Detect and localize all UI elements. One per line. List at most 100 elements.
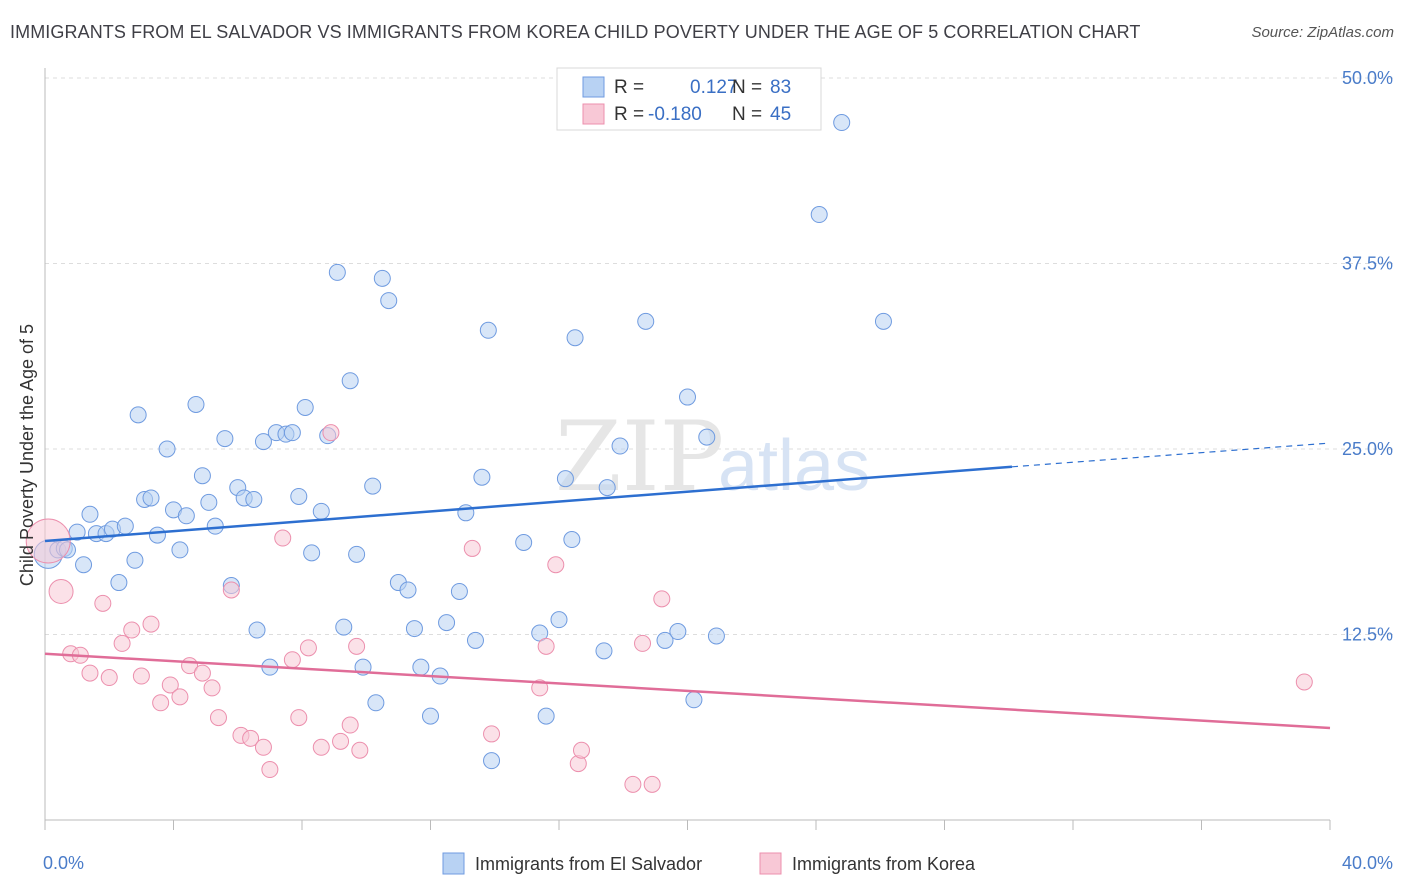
data-point xyxy=(274,529,292,547)
axes xyxy=(44,68,1331,830)
legend-r-value-blue: 0.127 xyxy=(690,77,738,98)
data-point xyxy=(322,424,340,442)
data-point xyxy=(422,707,439,725)
bottom-legend-label-pink: Immigrants from Korea xyxy=(792,854,976,874)
data-point xyxy=(341,716,359,734)
data-point xyxy=(193,664,211,682)
data-point xyxy=(341,372,359,390)
data-point xyxy=(643,775,661,793)
data-point xyxy=(132,667,150,685)
data-point xyxy=(248,621,266,639)
data-point xyxy=(1295,673,1313,691)
data-point xyxy=(537,707,555,725)
x-tick-label-1: 40.0% xyxy=(1342,853,1393,873)
trend-lines xyxy=(44,442,1331,730)
data-point xyxy=(572,741,590,759)
data-point xyxy=(113,634,131,652)
data-point xyxy=(412,658,430,676)
data-point xyxy=(624,775,642,793)
data-point xyxy=(405,620,423,638)
data-point xyxy=(656,631,674,649)
trend-line-extension-blue xyxy=(1011,442,1331,468)
y-tick-label-0: 12.5% xyxy=(1342,625,1393,645)
data-point xyxy=(348,545,366,563)
data-point xyxy=(206,517,224,535)
y-tick-label-2: 37.5% xyxy=(1342,254,1393,274)
data-point xyxy=(348,637,366,655)
data-point xyxy=(193,467,211,485)
data-point xyxy=(833,114,851,132)
data-point xyxy=(245,490,263,508)
data-point xyxy=(283,651,301,669)
data-point xyxy=(479,321,497,339)
data-point xyxy=(158,440,176,458)
data-point xyxy=(550,611,568,629)
data-point xyxy=(473,468,491,486)
data-point xyxy=(296,398,314,416)
data-point xyxy=(466,631,484,649)
legend-n-label-blue: N = xyxy=(732,77,762,98)
trend-line-pink xyxy=(44,652,1331,730)
data-point xyxy=(679,388,696,406)
data-point xyxy=(380,292,398,310)
data-point xyxy=(351,741,369,759)
legend-box: R = 0.127 N = 83 R = -0.180 N = 45 xyxy=(556,67,822,131)
data-point xyxy=(438,614,456,632)
data-point xyxy=(152,694,170,712)
data-point xyxy=(874,312,892,330)
data-point xyxy=(303,544,321,562)
data-point xyxy=(283,424,301,442)
data-point xyxy=(142,489,160,507)
data-point xyxy=(171,541,189,559)
y-tick-label-1: 25.0% xyxy=(1342,439,1393,459)
data-point xyxy=(483,752,501,770)
legend-n-label-pink: N = xyxy=(732,104,762,125)
legend-r-label-pink: R = xyxy=(614,104,644,125)
data-point xyxy=(242,729,260,747)
data-point xyxy=(94,594,112,612)
data-point xyxy=(222,581,240,599)
data-point xyxy=(364,477,382,495)
data-point xyxy=(669,623,687,641)
data-point xyxy=(547,556,565,574)
data-point xyxy=(637,312,655,330)
data-point xyxy=(332,732,350,750)
data-point xyxy=(142,615,160,633)
data-point xyxy=(203,679,221,697)
data-point xyxy=(450,582,468,600)
bottom-legend-swatch-pink xyxy=(759,852,782,875)
data-point xyxy=(299,639,317,657)
x-tick-label-0: 0.0% xyxy=(43,853,84,873)
legend-n-value-blue: 83 xyxy=(770,77,791,98)
data-point xyxy=(110,574,128,592)
data-point xyxy=(312,502,330,520)
chart-title: IMMIGRANTS FROM EL SALVADOR VS IMMIGRANT… xyxy=(10,22,1141,42)
legend-swatch-blue xyxy=(582,76,605,98)
data-point xyxy=(373,269,391,287)
data-point xyxy=(116,517,134,535)
data-point xyxy=(707,627,725,645)
data-point xyxy=(261,761,279,779)
trend-line-blue xyxy=(44,465,1013,543)
data-point xyxy=(399,581,417,599)
bottom-legend-swatch-blue xyxy=(442,852,465,875)
watermark-atlas: atlas xyxy=(718,426,870,506)
data-point xyxy=(129,406,147,424)
data-point xyxy=(187,395,205,413)
data-point xyxy=(531,679,549,697)
data-point xyxy=(685,691,703,709)
data-point xyxy=(611,437,629,455)
data-point xyxy=(254,433,272,451)
data-point xyxy=(161,676,179,694)
legend-r-label-blue: R = xyxy=(614,77,644,98)
y-tick-labels: 12.5% 25.0% 37.5% 50.0% xyxy=(1342,68,1393,645)
y-tick-label-3: 50.0% xyxy=(1342,68,1393,88)
data-point xyxy=(209,709,227,727)
data-point xyxy=(48,578,74,604)
data-point xyxy=(515,533,533,551)
data-point xyxy=(563,531,581,549)
data-point xyxy=(75,556,93,574)
data-point xyxy=(537,637,555,655)
data-point xyxy=(171,688,189,706)
data-point xyxy=(653,590,671,608)
